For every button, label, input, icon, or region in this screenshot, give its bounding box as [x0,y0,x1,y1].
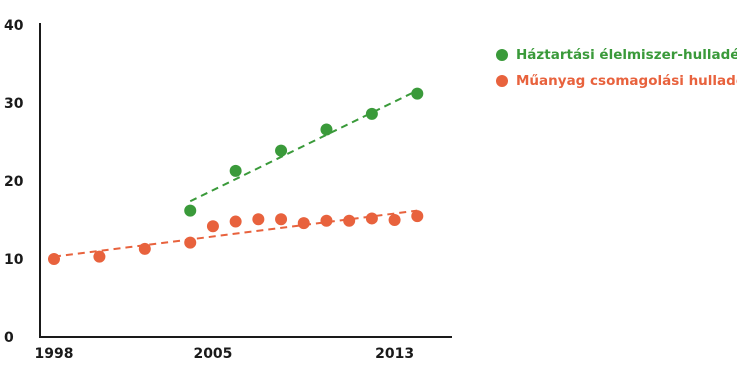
legend-label-food-waste: Háztartási élelmiszer-hulladék [516,47,737,63]
y-tick-label: 20 [4,174,24,190]
data-points [48,87,424,265]
legend-label-plastic-waste: Műanyag csomagolási hulladék [516,73,737,89]
x-tick-label: 2013 [375,346,414,362]
data-point-series-0 [320,123,333,136]
legend-item-plastic-waste: Műanyag csomagolási hulladék [496,68,737,94]
data-point-series-1 [184,236,197,249]
data-point-series-0 [275,144,288,157]
data-point-series-1 [93,250,106,263]
data-point-series-1 [365,212,378,225]
y-tick-label: 0 [4,330,14,346]
x-tick-labels: 1998 2005 2013 [35,346,415,362]
legend-item-food-waste: Háztartási élelmiszer-hulladék [496,42,737,68]
data-point-series-1 [297,217,310,230]
x-tick-label: 1998 [35,346,74,362]
data-point-series-1 [388,214,401,226]
data-point-series-0 [365,107,378,120]
y-tick-label: 40 [4,18,24,34]
legend: Háztartási élelmiszer-hulladék Műanyag c… [496,42,737,94]
data-point-series-1 [48,253,60,265]
y-tick-labels: 0 10 20 30 40 [4,18,24,346]
data-point-series-1 [343,214,356,227]
data-point-series-0 [229,164,242,177]
trend-line-series-1 [53,209,418,258]
data-point-series-1 [252,213,265,226]
data-point-series-1 [138,242,151,255]
data-point-series-0 [184,204,197,217]
legend-marker-food-waste [496,49,508,61]
data-point-series-1 [275,213,288,226]
trend-lines [53,89,418,258]
y-tick-label: 10 [4,252,24,268]
data-point-series-0 [411,87,424,100]
data-point-series-1 [411,210,424,223]
x-tick-label: 2005 [193,346,232,362]
data-point-series-1 [229,215,242,228]
trend-line-series-0 [189,89,418,203]
y-tick-label: 30 [4,96,24,112]
data-point-series-1 [320,214,333,227]
legend-marker-plastic-waste [496,75,508,87]
data-point-series-1 [206,220,219,233]
